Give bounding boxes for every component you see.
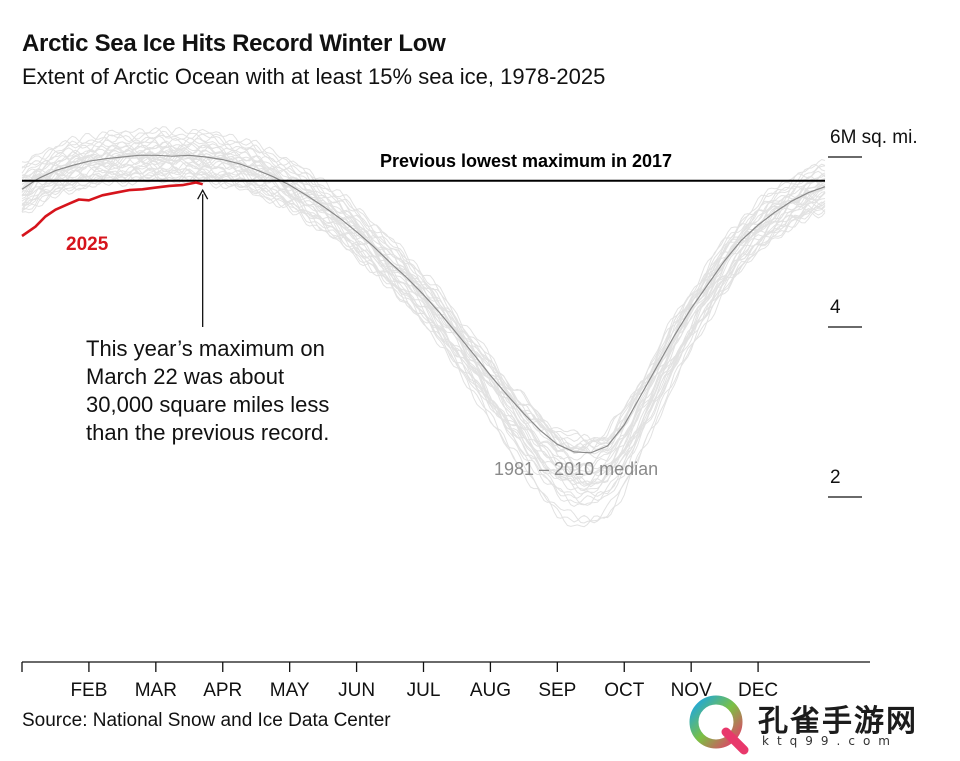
y-tick-label: 6M sq. mi.: [830, 127, 918, 148]
series-2025: 2025: [21, 181, 204, 255]
annotation-line: 30,000 square miles less: [86, 392, 329, 417]
x-tick-label: OCT: [604, 680, 645, 701]
annotation-maximum-note: This year’s maximum on March 22 was about…: [86, 336, 329, 445]
series-2025-label: 2025: [66, 234, 109, 255]
historical-years-band: [21, 126, 826, 528]
median-series: [21, 154, 826, 454]
x-tick-label: APR: [203, 680, 242, 701]
historical-year-line: [21, 141, 826, 443]
annotation-line: than the previous record.: [86, 420, 329, 445]
historical-year-line: [21, 162, 826, 484]
x-tick-label: DEC: [738, 680, 778, 701]
x-tick-label: JUN: [338, 680, 375, 701]
historical-year-line: [21, 126, 826, 486]
x-tick-label: AUG: [470, 680, 511, 701]
y-axis: 6M sq. mi. 4 2: [828, 127, 918, 498]
historical-year-line: [21, 127, 826, 444]
reference-line-group: Previous lowest maximum in 2017: [22, 151, 825, 182]
x-axis: FEB MAR APR MAY JUN JUL AUG SEP OCT NOV DEC: [21, 661, 870, 701]
x-tick-label: MAY: [270, 680, 310, 701]
historical-year-line: [21, 163, 826, 487]
x-tick-label: NOV: [671, 680, 713, 701]
historical-year-line: [21, 168, 826, 524]
historical-year-line: [21, 150, 826, 455]
peacock-q-logo-icon: [689, 695, 749, 755]
annotation-arrowhead: [197, 188, 209, 200]
historical-year-line: [21, 171, 826, 492]
watermark: 孔雀手游网 ktq99.com: [686, 692, 956, 756]
series-2025-line: [21, 181, 204, 238]
sea-ice-line-chart: Previous lowest maximum in 2017 2025 Thi…: [21, 126, 918, 701]
x-tick-label: SEP: [538, 680, 576, 701]
historical-year-line: [21, 137, 826, 450]
annotation-line: March 22 was about: [86, 364, 284, 389]
x-tick-label: MAR: [135, 680, 177, 701]
x-tick-label: JUL: [407, 680, 441, 701]
historical-year-line: [21, 150, 826, 506]
reference-line-label: Previous lowest maximum in 2017: [380, 151, 672, 171]
chart-subtitle: Extent of Arctic Ocean with at least 15%…: [22, 64, 606, 89]
watermark-brand: 孔雀手游网: [758, 704, 918, 739]
historical-year-line: [21, 151, 826, 451]
annotation-line: This year’s maximum on: [86, 336, 325, 361]
historical-year-line: [21, 161, 826, 504]
chart-title: Arctic Sea Ice Hits Record Winter Low: [22, 30, 446, 57]
historical-year-line: [21, 126, 826, 449]
y-tick-label: 4: [830, 297, 841, 318]
median-label: 1981 – 2010 median: [494, 459, 658, 479]
historical-year-line: [21, 159, 826, 507]
y-tick-label: 2: [830, 467, 841, 488]
annotations: This year’s maximum on March 22 was about…: [86, 188, 658, 479]
watermark-url: ktq99.com: [762, 734, 898, 748]
source-note: Source: National Snow and Ice Data Cente…: [22, 710, 391, 731]
historical-year-line: [21, 161, 826, 499]
historical-year-line: [21, 137, 826, 476]
median-line: [21, 154, 826, 454]
x-tick-label: FEB: [70, 680, 107, 701]
